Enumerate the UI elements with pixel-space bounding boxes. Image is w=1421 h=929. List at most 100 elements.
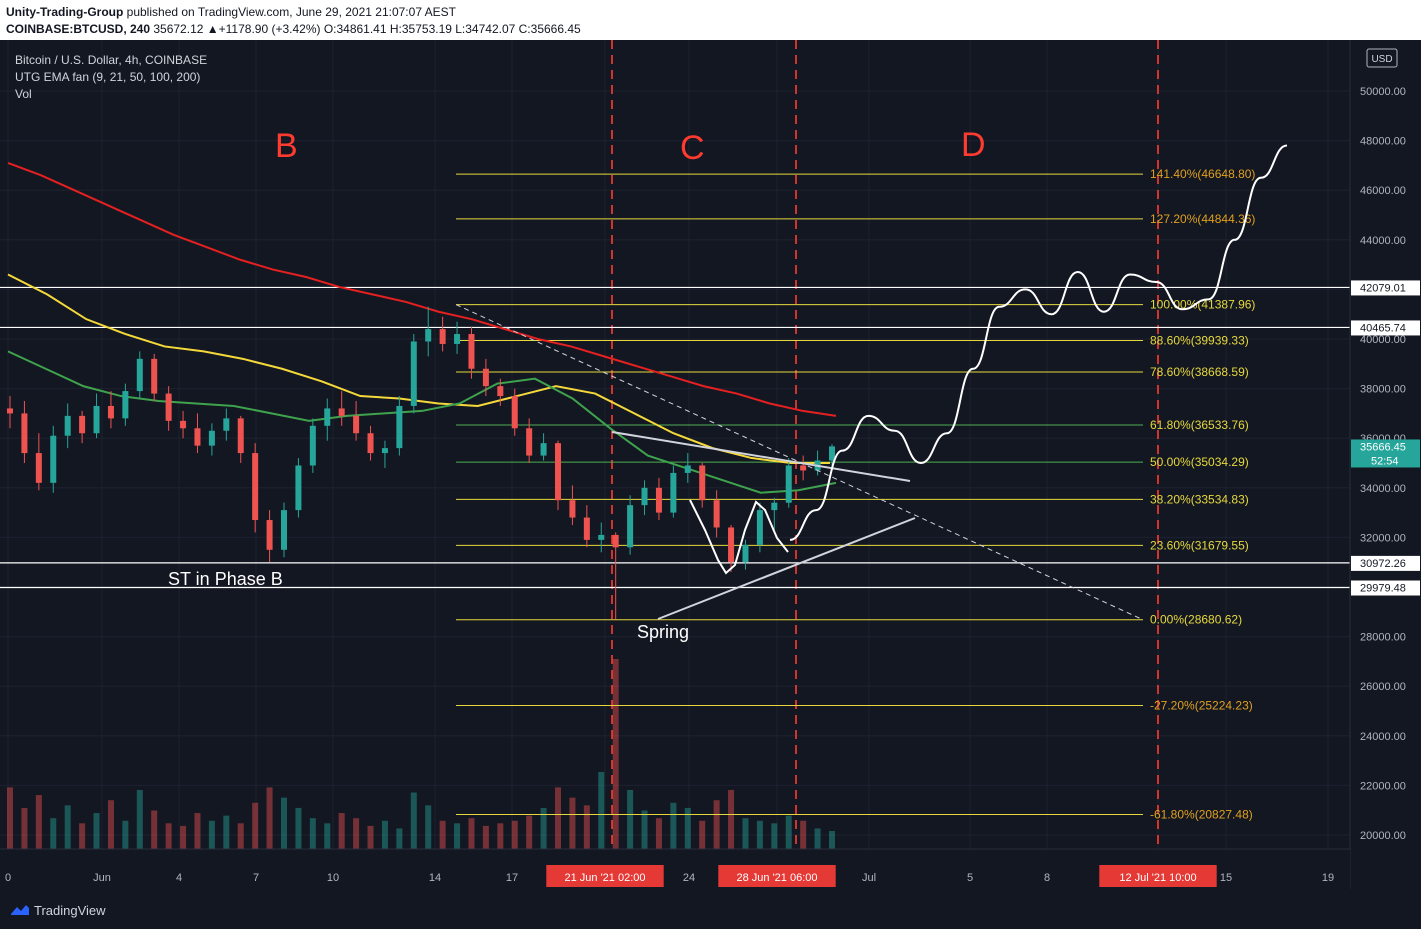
candle-body-29 [425,329,432,342]
projection-path [789,144,1288,541]
volume-bar-52 [756,820,763,849]
tradingview-brand: TradingView [34,903,106,918]
price-label-3: 30972.26 [1360,558,1406,570]
candle-body-18 [266,520,273,550]
volume-bar-22 [324,823,331,849]
volume-bar-31 [454,823,461,849]
candle-body-47 [684,465,691,473]
chart-background [0,40,1421,889]
volume-bar-8 [122,820,129,849]
candle-body-15 [223,418,230,431]
ema-fan [7,161,837,494]
price-label-0: 42079.01 [1360,282,1406,294]
candle-body-23 [338,408,345,416]
volume-bar-33 [482,825,489,849]
publish-info: published on TradingView.com, June 29, 2… [123,5,457,19]
symbol-info: COINBASE:BTCUSD, 240 [6,22,151,36]
price-label-1: 40465.74 [1360,322,1406,334]
candle-body-19 [281,510,287,550]
volume-bar-20 [295,807,302,849]
volume-bar-24 [353,818,360,849]
volume-bar-48 [699,820,706,849]
currency-badge [1366,48,1398,68]
fib-label-9: 0.00%(28680.62) [1150,613,1242,627]
countdown-label: 52:54 [1371,455,1399,467]
fib-label-8: 23.60%(31679.55) [1150,538,1249,552]
volume-bar-3 [50,818,57,849]
fib-label-10: -27.20%(25224.23) [1150,698,1253,712]
phase-label-c: C [680,129,705,167]
price-tick-0: 50000.00 [1360,86,1406,98]
time-tick-0: 0 [5,872,11,884]
ema-200-line [7,161,837,417]
time-tick-10: Jul [862,872,876,884]
volume-bar-9 [136,789,143,849]
volume-bar-23 [338,813,345,849]
candle-body-22 [324,408,331,426]
volume-bars [7,659,835,849]
volume-bar-54 [785,815,792,849]
volume-bar-15 [223,815,230,849]
volume-bar-57 [829,831,835,849]
phase-label-b: B [275,127,298,165]
volume-bar-43 [627,789,634,849]
price-tick-9: 32000.00 [1360,532,1406,544]
tradingview-logo[interactable]: TradingView [10,903,106,919]
candle-body-39 [569,500,576,518]
candle-body-46 [670,472,677,513]
candle-body-12 [180,420,187,429]
volume-bar-7 [107,800,114,849]
price-label-box-0 [1351,280,1420,296]
volume-bar-27 [396,828,403,849]
volume-bar-46 [670,802,677,849]
quote-info: 35672.12 ▲+1178.90 (+3.42%) O:34861.41 H… [150,22,581,36]
annotation-st-phase-b: ST in Phase B [168,569,283,589]
fib-label-1: 127.20%(44844.36) [1150,212,1255,226]
volume-bar-21 [309,818,316,849]
volume-bar-17 [252,802,259,849]
time-tick-13: 12 Jul '21 10:00 [1119,872,1196,884]
candle-body-55 [800,465,807,471]
legend-volume: Vol [15,87,32,101]
time-tick-8: 24 [683,872,695,884]
price-axis[interactable]: USD50000.0048000.0046000.0044000.0042000… [1349,40,1421,889]
annotation-spring: Spring [637,622,689,642]
candle-body-7 [107,405,114,419]
volume-bar-44 [641,810,648,849]
volume-bar-13 [194,813,201,849]
candle-body-9 [136,358,143,392]
time-highlight-box-9 [718,865,836,887]
fib-label-4: 78.60%(38668.59) [1150,365,1249,379]
support-line [657,517,916,620]
candle-body-16 [237,418,244,454]
ema-50-line [7,350,837,494]
candle-body-24 [353,415,360,434]
phase-label-d: D [961,126,986,164]
candle-body-31 [454,334,461,344]
author-name[interactable]: Unity-Trading-Group [6,5,124,19]
volume-bar-18 [266,787,273,849]
price-chart[interactable]: 141.40%(46648.80) 127.20%(44844.36) 10 0.00… [0,40,1421,889]
volume-bar-53 [771,823,778,849]
volume-bar-14 [208,820,215,849]
volume-bar-55 [800,820,807,849]
candle-body-49 [713,500,720,528]
candle-body-30 [439,329,446,344]
spring-wave-path [689,499,789,575]
candle-body-25 [367,433,374,454]
fib-label-3: 88.60%(39939.33) [1150,334,1249,348]
price-tick-11: 28000.00 [1360,632,1406,644]
candle-body-5 [79,415,86,434]
time-tick-7: 21 Jun '21 02:00 [564,872,645,884]
candle-body-13 [194,428,201,446]
volume-bar-25 [367,825,374,849]
time-highlight-box-7 [546,865,664,887]
time-axis[interactable]: 0 Jun 4 7 10 14 17 21 Jun '21 02:00 24 28 Jun '21… [0,848,1350,889]
volume-bar-2 [35,795,42,849]
price-label-box-3 [1351,555,1420,571]
candle-body-10 [151,358,158,394]
price-tick-2: 46000.00 [1360,185,1406,197]
volume-bar-34 [497,823,504,849]
volume-bar-41 [598,771,605,849]
time-tick-3: 7 [253,872,259,884]
